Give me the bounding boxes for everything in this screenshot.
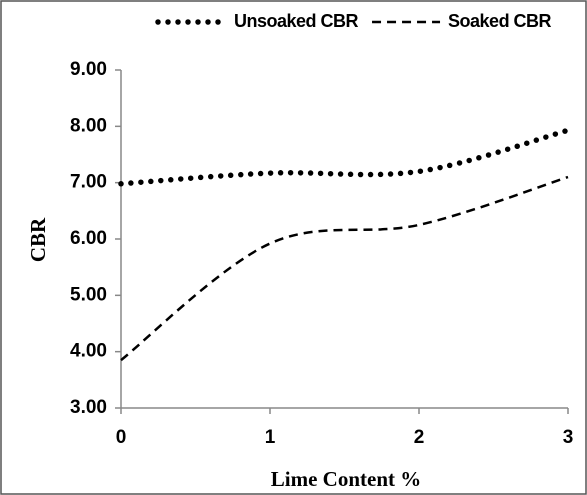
legend-label: Soaked CBR bbox=[448, 11, 552, 31]
legend-label: Unsoaked CBR bbox=[234, 11, 359, 31]
y-axis-label: CBR bbox=[26, 217, 50, 262]
x-tick-label: 0 bbox=[116, 427, 127, 448]
y-tick-label: 5.00 bbox=[70, 284, 107, 305]
y-tick-label: 8.00 bbox=[70, 115, 107, 136]
series-line bbox=[120, 175, 569, 362]
y-tick-label: 4.00 bbox=[70, 341, 107, 362]
x-tick-label: 2 bbox=[414, 427, 425, 448]
y-tick-label: 7.00 bbox=[70, 172, 107, 193]
y-tick-label: 6.00 bbox=[70, 228, 107, 249]
x-tick-label: 1 bbox=[265, 427, 276, 448]
x-axis-label: Lime Content % bbox=[271, 467, 422, 491]
y-tick-label: 3.00 bbox=[70, 397, 107, 418]
x-tick-label: 3 bbox=[563, 427, 574, 448]
y-tick-label: 9.00 bbox=[70, 59, 107, 80]
